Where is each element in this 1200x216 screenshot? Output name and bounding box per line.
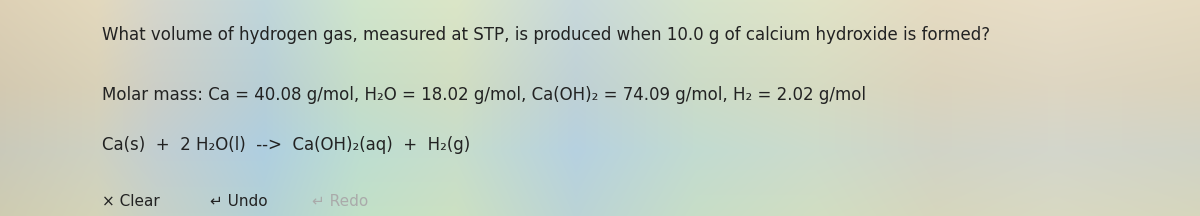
Text: × Clear: × Clear (102, 194, 160, 209)
Text: Molar mass: Ca = 40.08 g/mol, H₂O = 18.02 g/mol, Ca(OH)₂ = 74.09 g/mol, H₂ = 2.0: Molar mass: Ca = 40.08 g/mol, H₂O = 18.0… (102, 86, 866, 104)
Text: What volume of hydrogen gas, measured at STP, is produced when 10.0 g of calcium: What volume of hydrogen gas, measured at… (102, 26, 990, 44)
Text: Ca(s)  +  2 H₂O(l)  -->  Ca(OH)₂(aq)  +  H₂(g): Ca(s) + 2 H₂O(l) --> Ca(OH)₂(aq) + H₂(g) (102, 136, 470, 154)
Text: ↵ Redo: ↵ Redo (312, 194, 368, 209)
Text: ↵ Undo: ↵ Undo (210, 194, 268, 209)
